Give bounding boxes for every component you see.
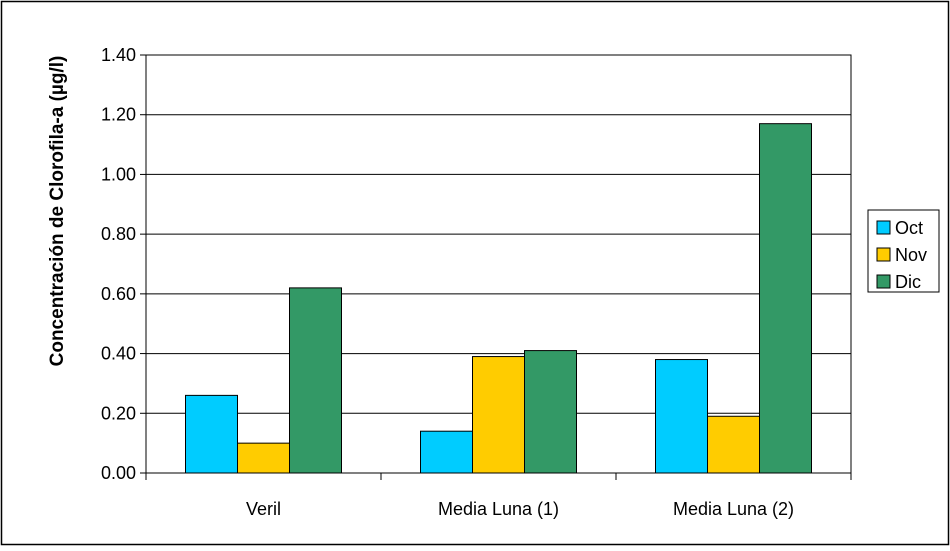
y-tick-label: 1.20 bbox=[101, 105, 136, 125]
y-tick-label: 0.40 bbox=[101, 344, 136, 364]
legend-swatch-dic bbox=[876, 274, 891, 289]
bar-dic bbox=[289, 287, 342, 474]
y-tick-label: 0.60 bbox=[101, 284, 136, 304]
y-tick-label: 1.00 bbox=[101, 164, 136, 184]
bars bbox=[185, 123, 812, 474]
bar-dic bbox=[524, 350, 577, 474]
y-tick-label: 0.00 bbox=[101, 463, 136, 483]
x-category-label: Media Luna (2) bbox=[673, 499, 794, 519]
y-tick-label: 0.20 bbox=[101, 403, 136, 423]
y-tick-label: 1.40 bbox=[101, 45, 136, 65]
bar-nov bbox=[472, 356, 525, 474]
bar-dic bbox=[759, 123, 812, 474]
bar-oct bbox=[655, 359, 708, 474]
y-axis-title: Concentración de Clorofila-a (µg/l) bbox=[47, 56, 68, 367]
axis-labels: 0.00 0.20 0.40 0.60 0.80 1.00 1.20 1.40 Veril Med… bbox=[101, 45, 794, 519]
axes bbox=[140, 54, 852, 480]
legend-label-oct: Oct bbox=[895, 218, 923, 238]
bar-nov bbox=[237, 442, 290, 474]
legend-swatch-nov bbox=[876, 247, 891, 262]
legend-label-dic: Dic bbox=[895, 272, 921, 292]
x-category-label: Media Luna (1) bbox=[438, 499, 559, 519]
x-category-label: Veril bbox=[246, 499, 281, 519]
legend: Oct Nov Dic bbox=[867, 209, 940, 293]
bar-oct bbox=[185, 394, 238, 474]
y-tick-label: 0.80 bbox=[101, 224, 136, 244]
legend-label-nov: Nov bbox=[895, 245, 927, 265]
legend-swatch-oct bbox=[876, 220, 891, 235]
bar-nov bbox=[707, 415, 760, 474]
bar-oct bbox=[420, 430, 473, 474]
